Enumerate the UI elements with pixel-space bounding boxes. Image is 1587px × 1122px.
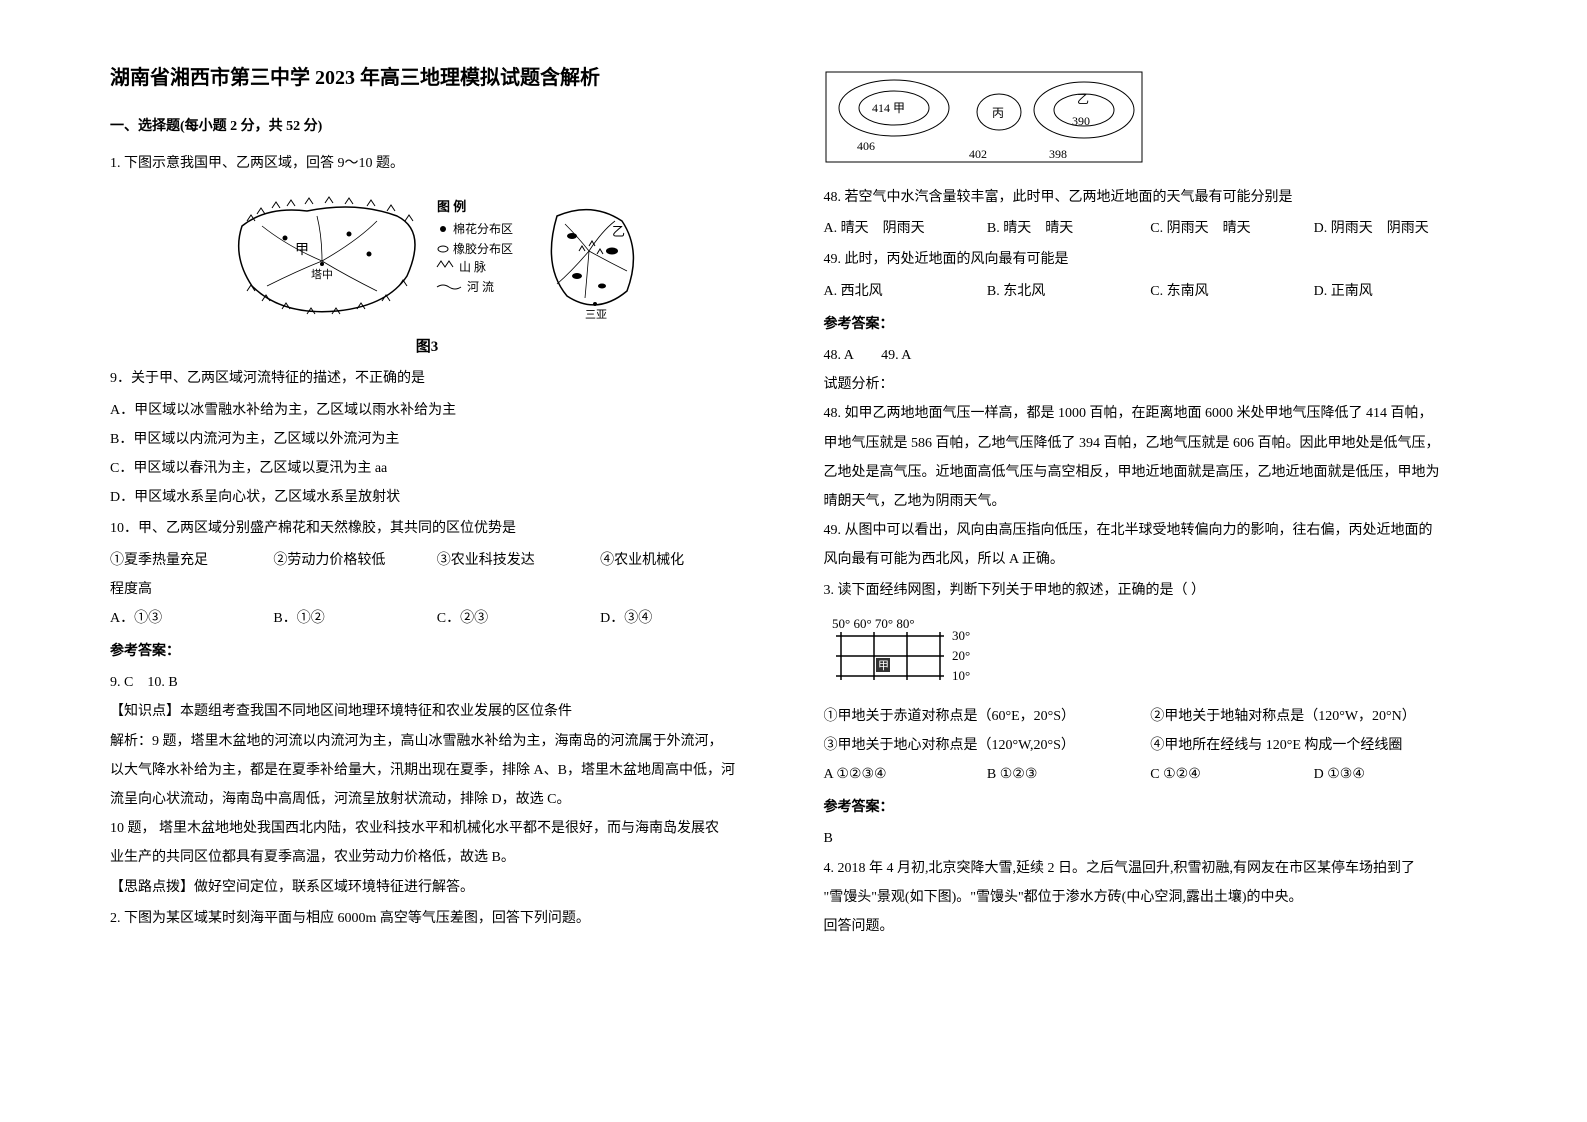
grid-top-labels: 50° 60° 70° 80°: [832, 616, 915, 631]
ans4849-analysis-label: 试题分析：: [824, 372, 1478, 397]
q49-opt-d: D. 正南风: [1314, 279, 1477, 304]
q1-sub9-opt-a: A．甲区域以冰雪融水补给为主，乙区域以雨水补给为主: [110, 398, 764, 423]
q1-sub10-opt2: ②劳动力价格较低: [273, 548, 436, 573]
figure-3: 50° 60° 70° 80° 甲 30° 20° 10°: [824, 614, 1478, 694]
fig2-val-398: 398: [1049, 147, 1067, 161]
q3-opt-2: ②甲地关于地轴对称点是（120°W，20°N）: [1150, 704, 1477, 729]
label-yi: 乙: [612, 224, 625, 239]
q48-opt-d: D. 阴雨天 阴雨天: [1314, 216, 1477, 241]
q3-choice-c: C ①②④: [1150, 762, 1313, 787]
q3-stem: 3. 读下面经纬网图，判断下列关于甲地的叙述，正确的是（ ）: [824, 578, 1478, 603]
q3-choices: A ①②③④ B ①②③ C ①②④ D ①③④: [824, 762, 1478, 787]
q48-opt-a: A. 晴天 阴雨天: [824, 216, 987, 241]
q1-explain-0: 解析：9 题，塔里木盆地的河流以内流河为主，高山冰雪融水补给为主，海南岛的河流属…: [110, 729, 764, 754]
fig2-val-402: 402: [969, 147, 987, 161]
legend-item-3: 河 流: [467, 280, 494, 294]
q1-sub10-opt4: ④农业机械化: [600, 548, 763, 573]
q1-sub9-opt-c: C．甲区域以春汛为主，乙区域以夏汛为主 aa: [110, 456, 764, 481]
q49-opts: A. 西北风 B. 东北风 C. 东南风 D. 正南风: [824, 279, 1478, 304]
ans4849-label: 参考答案：: [824, 312, 1478, 337]
q48-opts: A. 晴天 阴雨天 B. 晴天 晴天 C. 阴雨天 晴天 D. 阴雨天 阴雨天: [824, 216, 1478, 241]
q1-sub9: 9．关于甲、乙两区域河流特征的描述，不正确的是: [110, 366, 764, 391]
q1-answer-label: 参考答案：: [110, 639, 764, 664]
q1-sub10-opt1: ①夏季热量充足: [110, 548, 273, 573]
q1-stem: 1. 下图示意我国甲、乙两区域，回答 9～10 题。: [110, 151, 764, 176]
q1-explain-3: 10 题， 塔里木盆地地处我国西北内陆，农业科技水平和机械化水平都不是很好，而与…: [110, 816, 764, 841]
q3-choice-d: D ①③④: [1314, 762, 1477, 787]
q49-stem: 49. 此时，丙处近地面的风向最有可能是: [824, 247, 1478, 272]
grid-label-jia: 甲: [878, 660, 889, 672]
q49-opt-a: A. 西北风: [824, 279, 987, 304]
q3-opt-1: ①甲地关于赤道对称点是（60°E，20°S）: [824, 704, 1151, 729]
document-title: 湖南省湘西市第三中学 2023 年高三地理模拟试题含解析: [110, 60, 764, 96]
q3-answer-label: 参考答案：: [824, 795, 1478, 820]
ans4849-line-3: 晴朗天气，乙地为阴雨天气。: [824, 489, 1478, 514]
q1-sub9-opt-b: B．甲区域以内流河为主，乙区域以外流河为主: [110, 427, 764, 452]
q3-opts-row1: ①甲地关于赤道对称点是（60°E，20°S） ②甲地关于地轴对称点是（120°W…: [824, 704, 1478, 729]
figure-1: 甲 塔中 图 例 棉花分布区 橡胶分布区 山 脉 河 流: [110, 186, 764, 356]
figure-2: 414 甲 406 丙 乙 390 402 398: [824, 70, 1478, 175]
q1-answer-text: 9. C 10. B: [110, 670, 764, 695]
q4-line-1: "雪馒头"景观(如下图)。"雪馒头"都位于渗水方砖(中心空洞,露出土壤)的中央。: [824, 885, 1478, 910]
section-header: 一、选择题(每小题 2 分，共 52 分): [110, 114, 764, 139]
right-column: 414 甲 406 丙 乙 390 402 398 48. 若空气中水汽含量较丰…: [794, 60, 1498, 1062]
ans4849-line-4: 49. 从图中可以看出，风向由高压指向低压，在北半球受地转偏向力的影响，往右偏，…: [824, 518, 1478, 543]
legend-item-0: 棉花分布区: [453, 221, 513, 236]
q1-sub10-opt3: ③农业科技发达: [437, 548, 600, 573]
q3-opt-4: ④甲地所在经线与 120°E 构成一个经线圈: [1150, 733, 1477, 758]
q49-opt-b: B. 东北风: [987, 279, 1150, 304]
q49-opt-c: C. 东南风: [1150, 279, 1313, 304]
legend-item-2: 山 脉: [459, 259, 486, 274]
ans4849-line-5: 风向最有可能为西北风，所以 A 正确。: [824, 547, 1478, 572]
grid-lat-20: 20°: [952, 648, 970, 663]
label-sanya: 三亚: [585, 309, 607, 321]
q4-line-0: 4. 2018 年 4 月初,北京突降大雪,延续 2 日。之后气温回升,积雪初融…: [824, 856, 1478, 881]
q48-stem: 48. 若空气中水汽含量较丰富，此时甲、乙两地近地面的天气最有可能分别是: [824, 185, 1478, 210]
q1-sub10-choice-b: B．①②: [273, 606, 436, 631]
q48-opt-c: C. 阴雨天 晴天: [1150, 216, 1313, 241]
grid-lat-30: 30°: [952, 628, 970, 643]
label-jia: 甲: [295, 243, 309, 258]
fig2-val-bing: 丙: [992, 106, 1004, 120]
q1-explain-1: 以大气降水补给为主，都是在夏季补给量大，汛期出现在夏季，排除 A、B，塔里木盆地…: [110, 758, 764, 783]
fig2-val-yi: 乙: [1077, 92, 1089, 106]
ans4849-text: 48. A 49. A: [824, 343, 1478, 368]
ans4849-line-1: 甲地气压就是 586 百帕，乙地气压降低了 394 百帕，乙地气压就是 606 …: [824, 431, 1478, 456]
q48-opt-b: B. 晴天 晴天: [987, 216, 1150, 241]
q3-choice-a: A ①②③④: [824, 762, 987, 787]
q1-explain-4: 业生产的共同区位都具有夏季高温，农业劳动力价格低，故选 B。: [110, 845, 764, 870]
q3-opts-row2: ③甲地关于地心对称点是（120°W,20°S） ④甲地所在经线与 120°E 构…: [824, 733, 1478, 758]
q1-sub9-opt-d: D．甲区域水系呈向心状，乙区域水系呈放射状: [110, 485, 764, 510]
legend-title: 图 例: [437, 199, 466, 214]
q1-sub10-opts-row1: ①夏季热量充足 ②劳动力价格较低 ③农业科技发达 ④农业机械化: [110, 548, 764, 573]
ans4849-line-0: 48. 如甲乙两地地面气压一样高，都是 1000 百帕，在距离地面 6000 米…: [824, 401, 1478, 426]
q1-explain-2: 流呈向心状流动，海南岛中高周低，河流呈放射状流动，排除 D，故选 C。: [110, 787, 764, 812]
q4-line-2: 回答问题。: [824, 914, 1478, 939]
legend-item-1: 橡胶分布区: [453, 241, 513, 256]
q1-hint: 【思路点拨】做好空间定位，联系区域环境特征进行解答。: [110, 875, 764, 900]
q3-choice-b: B ①②③: [987, 762, 1150, 787]
q3-opt-3: ③甲地关于地心对称点是（120°W,20°S）: [824, 733, 1151, 758]
q1-sub10-extra: 程度高: [110, 577, 764, 602]
q1-sub10-choice-d: D．③④: [600, 606, 763, 631]
q1-sub10: 10．甲、乙两区域分别盛产棉花和天然橡胶，其共同的区位优势是: [110, 516, 764, 541]
q1-point: 【知识点】本题组考查我国不同地区间地理环境特征和农业发展的区位条件: [110, 699, 764, 724]
figure-caption: 图3: [415, 338, 438, 355]
left-column: 湖南省湘西市第三中学 2023 年高三地理模拟试题含解析 一、选择题(每小题 2…: [90, 60, 794, 1062]
grid-lat-10: 10°: [952, 668, 970, 683]
fig2-val-390: 390: [1072, 114, 1090, 128]
q1-sub10-choice-a: A．①③: [110, 606, 273, 631]
q1-sub10-choice-c: C．②③: [437, 606, 600, 631]
q2-stem: 2. 下图为某区域某时刻海平面与相应 6000m 高空等气压差图，回答下列问题。: [110, 906, 764, 931]
fig2-val-406: 406: [857, 139, 875, 153]
fig2-val-414: 414 甲: [872, 101, 905, 115]
q1-sub10-choices: A．①③ B．①② C．②③ D．③④: [110, 606, 764, 631]
q3-answer-text: B: [824, 826, 1478, 851]
ans4849-line-2: 乙地处是高气压。近地面高低气压与高空相反，甲地近地面就是高压，乙地近地面就是低压…: [824, 460, 1478, 485]
label-tazhong: 塔中: [311, 268, 333, 281]
